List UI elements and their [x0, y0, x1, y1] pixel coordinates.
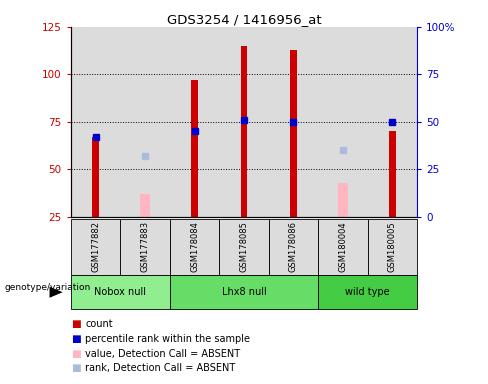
Polygon shape: [50, 287, 63, 298]
Text: ■: ■: [71, 319, 81, 329]
Bar: [219, 219, 269, 275]
Text: GSM177883: GSM177883: [141, 221, 149, 272]
Text: percentile rank within the sample: percentile rank within the sample: [85, 334, 250, 344]
Bar: [318, 219, 368, 275]
Text: Lhx8 null: Lhx8 null: [222, 287, 266, 297]
Bar: [191, 80, 198, 217]
Bar: [120, 219, 170, 275]
Bar: [71, 275, 170, 309]
Text: GSM178085: GSM178085: [240, 221, 248, 272]
Text: count: count: [85, 319, 113, 329]
Text: ■: ■: [71, 363, 81, 373]
Bar: [71, 219, 120, 275]
Bar: [269, 219, 318, 275]
Bar: [241, 46, 247, 217]
Bar: [368, 219, 417, 275]
Text: Nobox null: Nobox null: [94, 287, 146, 297]
Bar: [269, 27, 318, 217]
Bar: [389, 131, 396, 217]
Text: GSM180005: GSM180005: [388, 222, 397, 272]
Text: ■: ■: [71, 349, 81, 359]
Text: GSM180004: GSM180004: [339, 222, 347, 272]
Text: value, Detection Call = ABSENT: value, Detection Call = ABSENT: [85, 349, 241, 359]
Bar: [170, 219, 219, 275]
Bar: [120, 27, 170, 217]
Bar: [170, 275, 318, 309]
Bar: [92, 137, 99, 217]
Text: GSM178086: GSM178086: [289, 221, 298, 272]
Text: GSM178084: GSM178084: [190, 221, 199, 272]
Bar: [290, 50, 297, 217]
Bar: [318, 275, 417, 309]
Bar: [338, 183, 348, 217]
Text: ■: ■: [71, 334, 81, 344]
Text: GSM177882: GSM177882: [91, 221, 100, 272]
Text: rank, Detection Call = ABSENT: rank, Detection Call = ABSENT: [85, 363, 236, 373]
Bar: [219, 27, 269, 217]
Text: wild type: wild type: [346, 287, 390, 297]
Bar: [71, 27, 120, 217]
Bar: [170, 27, 219, 217]
Bar: [318, 27, 368, 217]
Text: genotype/variation: genotype/variation: [5, 283, 91, 292]
Bar: [368, 27, 417, 217]
Bar: [140, 194, 150, 217]
Title: GDS3254 / 1416956_at: GDS3254 / 1416956_at: [167, 13, 321, 26]
